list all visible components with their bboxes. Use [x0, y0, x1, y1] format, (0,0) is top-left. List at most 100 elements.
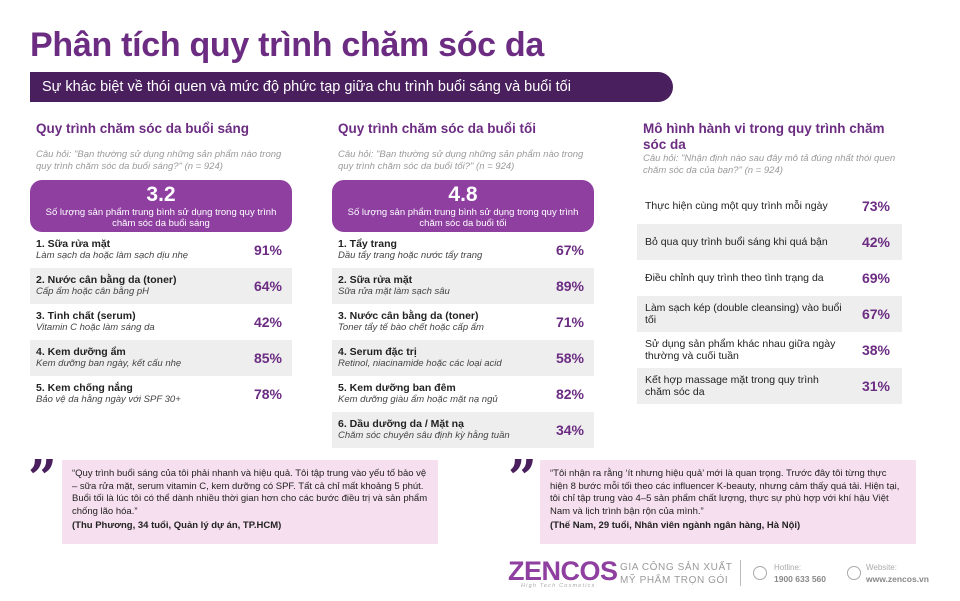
list-item: Điều chỉnh quy trình theo tình trạng da 6… [637, 260, 902, 296]
item-name: 2. Sữa rửa mặt [338, 274, 413, 286]
morning-title: Quy trình chăm sóc da buổi sáng [36, 121, 250, 136]
quote-mark-icon: ” [28, 448, 57, 507]
item-percent: 67% [555, 242, 584, 258]
quote-author: (Thu Phương, 34 tuổi, Quản lý dự án, TP.… [72, 520, 282, 531]
page-title: Phân tích quy trình chăm sóc da [30, 26, 545, 64]
morning-section: Quy trình chăm sóc da buổi sáng Câu hỏi:… [30, 117, 292, 412]
item-name: 2. Nước cân bằng da (toner) [36, 274, 177, 286]
website-link[interactable]: www.zencos.vn [866, 574, 929, 584]
list-item: Sử dụng sản phẩm khác nhau giữa ngày thư… [637, 332, 902, 368]
website-label: Website: [866, 563, 897, 572]
list-item: 5. Kem chống nắng Bảo vệ da hằng ngày với… [30, 376, 292, 412]
item-desc: Toner tẩy tế bào chết hoặc cấp ẩm [338, 322, 484, 333]
item-desc: Retinol, niacinamide hoặc các loại acid [338, 358, 502, 369]
list-item: 6. Dầu dưỡng da / Mặt nạ Chăm sóc chuyên … [332, 412, 594, 448]
behavior-text: Sử dụng sản phẩm khác nhau giữa ngày thư… [645, 338, 836, 362]
page-subtitle: Sự khác biệt về thói quen và mức độ phức… [30, 72, 673, 102]
item-percent: 89% [555, 278, 584, 294]
list-item: 4. Serum đặc trị Retinol, niacinamide hoặ… [332, 340, 594, 376]
hotline-value[interactable]: 1900 633 560 [774, 574, 826, 584]
item-desc: Làm sạch da hoặc làm sạch dịu nhẹ [36, 250, 189, 261]
behavior-percent: 38% [861, 342, 890, 358]
quote-author: (Thế Nam, 29 tuổi, Nhân viên ngành ngân … [550, 520, 801, 531]
item-desc: Cấp ẩm hoặc cân bằng pH [36, 286, 150, 297]
globe-icon [847, 566, 861, 580]
behavior-text: Kết hợp massage mặt trong quy trình chăm… [645, 374, 819, 398]
phone-icon [753, 566, 767, 580]
behavior-text: Điều chỉnh quy trình theo tình trạng da [645, 272, 824, 284]
item-name: 5. Kem dưỡng ban đêm [338, 382, 456, 394]
evening-section: Quy trình chăm sóc da buổi tối Câu hỏi: … [332, 117, 594, 448]
item-desc: Vitamin C hoặc làm sáng da [36, 322, 155, 333]
list-item: Bỏ qua quy trình buổi sáng khi quá bận 42… [637, 224, 902, 260]
item-percent: 82% [555, 386, 584, 402]
behavior-question: Câu hỏi: "Nhận định nào sau đây mô tả đú… [643, 153, 896, 176]
list-item: Thực hiện cùng một quy trình mỗi ngày 73% [637, 188, 902, 224]
behavior-percent: 67% [861, 306, 890, 322]
hotline-label: Hotline: [774, 563, 802, 572]
item-name: 5. Kem chống nắng [36, 382, 133, 394]
footer-divider [740, 560, 741, 586]
item-desc: Kem dưỡng giàu ẩm hoặc mặt nạ ngủ [338, 394, 498, 405]
behavior-percent: 73% [861, 198, 890, 214]
behavior-percent: 42% [861, 234, 890, 250]
item-desc: Sữa rửa mặt làm sạch sâu [338, 286, 450, 297]
item-percent: 91% [253, 242, 282, 258]
list-item: 3. Tinh chất (serum) Vitamin C hoặc làm s… [30, 304, 292, 340]
morning-stat-label: Số lượng sản phẩm trung bình sử dụng tro… [45, 207, 277, 229]
slogan-line-2: MỸ PHẨM TRỌN GÓI [620, 575, 729, 586]
item-name: 3. Nước cân bằng da (toner) [338, 310, 479, 322]
list-item: 4. Kem dưỡng ẩm Kem dưỡng ban ngày, kết c… [30, 340, 292, 376]
behavior-section: Mô hình hành vi trong quy trình chăm sóc… [637, 117, 902, 404]
evening-question: Câu hỏi: "Bạn thường sử dụng những sản p… [338, 149, 584, 172]
list-item: 5. Kem dưỡng ban đêm Kem dưỡng giàu ẩm ho… [332, 376, 594, 412]
brand-slogan: GIA CÔNG SẢN XUẤT MỸ PHẨM TRỌN GÓI [620, 561, 732, 587]
slogan-line-1: GIA CÔNG SẢN XUẤT [620, 562, 733, 573]
list-item: 1. Tẩy trang Dầu tẩy trang hoặc nước tẩy … [332, 232, 594, 268]
morning-stat-box: 3.2 Số lượng sản phẩm trung bình sử dụng… [30, 180, 292, 232]
item-desc: Kem dưỡng ban ngày, kết cấu nhẹ [36, 358, 182, 369]
item-name: 1. Sữa rửa mặt [36, 238, 111, 250]
morning-stat-value: 3.2 [146, 183, 176, 206]
item-percent: 78% [253, 386, 282, 402]
item-percent: 42% [253, 314, 282, 330]
behavior-text: Bỏ qua quy trình buổi sáng khi quá bận [645, 236, 828, 248]
quote-text: “Tôi nhận ra rằng ‘ít nhưng hiệu quả’ mớ… [550, 468, 900, 517]
item-desc: Dầu tẩy trang hoặc nước tẩy trang [338, 250, 483, 261]
list-item: Làm sạch kép (double cleansing) vào buổi… [637, 296, 902, 332]
behavior-list: Thực hiện cùng một quy trình mỗi ngày 73%… [637, 188, 902, 404]
brand-tagline: High Tech Cosmetics [521, 583, 596, 589]
item-name: 1. Tẩy trang [338, 238, 397, 250]
behavior-text: Thực hiện cùng một quy trình mỗi ngày [645, 200, 828, 212]
evening-stat-value: 4.8 [448, 183, 478, 206]
item-percent: 85% [253, 350, 282, 366]
behavior-title: Mô hình hành vi trong quy trình chăm sóc… [643, 121, 885, 152]
item-name: 3. Tinh chất (serum) [36, 310, 136, 322]
item-name: 6. Dầu dưỡng da / Mặt nạ [338, 418, 464, 430]
evening-stat-label: Số lượng sản phẩm trung bình sử dụng tro… [347, 207, 579, 229]
item-percent: 34% [555, 422, 584, 438]
list-item: 2. Nước cân bằng da (toner) Cấp ẩm hoặc c… [30, 268, 292, 304]
brand-logo: ZENCOS [508, 556, 618, 586]
quote-text: “Quy trình buổi sáng của tôi phải nhanh … [72, 468, 428, 517]
item-percent: 58% [555, 350, 584, 366]
list-item: Kết hợp massage mặt trong quy trình chăm… [637, 368, 902, 404]
item-name: 4. Kem dưỡng ẩm [36, 346, 126, 358]
item-percent: 71% [555, 314, 584, 330]
item-desc: Chăm sóc chuyên sâu định kỳ hằng tuần [338, 430, 510, 441]
list-item: 2. Sữa rửa mặt Sữa rửa mặt làm sạch sâu 89… [332, 268, 594, 304]
item-desc: Bảo vệ da hằng ngày với SPF 30+ [36, 394, 181, 405]
quote-mark-icon: ” [508, 448, 537, 507]
item-name: 4. Serum đặc trị [338, 346, 417, 358]
list-item: 3. Nước cân bằng da (toner) Toner tẩy tế … [332, 304, 594, 340]
behavior-text: Làm sạch kép (double cleansing) vào buổi… [645, 302, 842, 326]
list-item: 1. Sữa rửa mặt Làm sạch da hoặc làm sạch … [30, 232, 292, 268]
quote-box-1: “Quy trình buổi sáng của tôi phải nhanh … [62, 460, 438, 544]
morning-question: Câu hỏi: "Bạn thường sử dụng những sản p… [36, 149, 282, 172]
evening-title: Quy trình chăm sóc da buổi tối [338, 121, 537, 136]
behavior-percent: 31% [861, 378, 890, 394]
item-percent: 64% [253, 278, 282, 294]
quote-box-2: “Tôi nhận ra rằng ‘ít nhưng hiệu quả’ mớ… [540, 460, 916, 544]
evening-stat-box: 4.8 Số lượng sản phẩm trung bình sử dụng… [332, 180, 594, 232]
behavior-percent: 69% [861, 270, 890, 286]
